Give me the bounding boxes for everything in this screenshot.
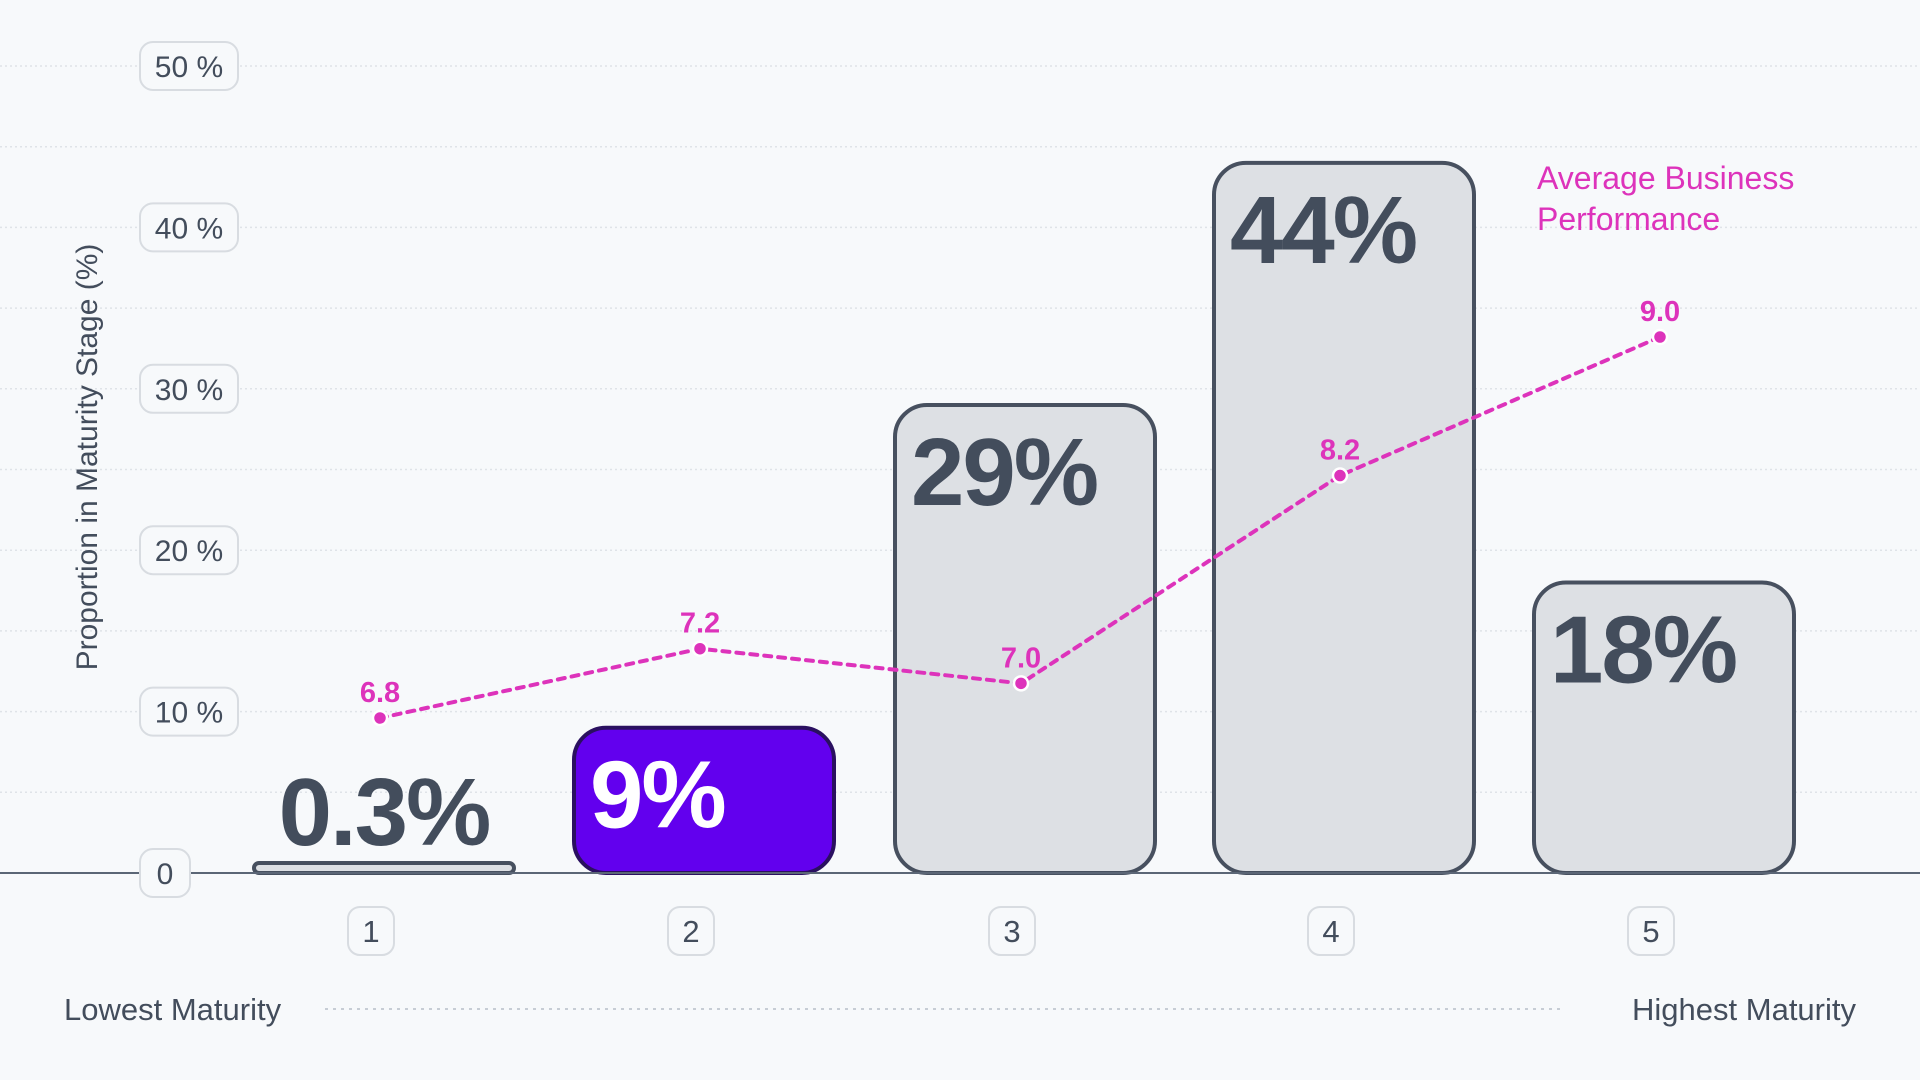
x-tick-pill — [988, 906, 1036, 956]
y-tick-pill — [139, 686, 239, 737]
x-tick-label: 5 — [1642, 914, 1659, 949]
performance-point — [371, 709, 389, 727]
bar-value-label: 18% — [1550, 596, 1736, 703]
performance-point — [1331, 467, 1349, 484]
bar-value-label: 44% — [1230, 177, 1416, 284]
performance-value-label: 8.2 — [1320, 435, 1360, 467]
x-tick-label: 1 — [362, 914, 379, 949]
x-tick-label: 4 — [1322, 914, 1339, 949]
series-label-line-2: Performance — [1537, 201, 1720, 237]
performance-value-label: 9.0 — [1640, 296, 1680, 328]
x-tick-pill — [667, 906, 715, 956]
y-tick-label: 20 % — [155, 535, 223, 568]
performance-line-series: 6.8 7.2 7.0 8.2 9.0 — [360, 296, 1680, 727]
series-label: Average Business Performance — [1537, 160, 1803, 237]
performance-value-label: 7.2 — [680, 608, 720, 640]
bar-value-label: 0.3% — [279, 759, 490, 866]
performance-point — [691, 640, 709, 657]
y-tick-label: 10 % — [155, 697, 223, 730]
series-label-line-1: Average Business — [1537, 160, 1794, 196]
y-tick-label: 50 % — [155, 51, 223, 84]
y-tick-pill — [139, 848, 191, 898]
x-tick-label: 2 — [682, 914, 699, 949]
y-tick-pill — [139, 525, 239, 576]
bars: 0.3% 9% 29% 44% 18% — [252, 160, 1796, 875]
x-tick-pill — [347, 906, 395, 956]
bar-value-label: 9% — [590, 742, 725, 849]
y-axis-title: Proportion in Maturity Stage (%) — [71, 244, 104, 671]
x-axis-label-lowest: Lowest Maturity — [64, 992, 282, 1027]
y-tick-pill — [139, 363, 239, 414]
x-tick-pill — [1627, 906, 1675, 956]
y-tick-label: 40 % — [155, 212, 223, 245]
axes: 0 10 % 20 % 30 % 40 % 50 % 1 2 3 4 5 — [0, 41, 1920, 956]
y-tick-label: 30 % — [155, 374, 223, 407]
performance-value-label: 6.8 — [360, 677, 400, 709]
x-tick-label: 3 — [1003, 914, 1020, 949]
bar-value-label: 29% — [911, 419, 1097, 526]
y-tick-label: 0 — [157, 858, 174, 891]
performance-point — [1651, 328, 1669, 346]
x-tick-pill — [1307, 906, 1355, 956]
x-axis-label-highest: Highest Maturity — [1632, 992, 1856, 1027]
y-tick-pill — [139, 202, 239, 253]
y-tick-pill — [139, 41, 239, 91]
performance-point — [1012, 675, 1030, 692]
performance-value-label: 7.0 — [1001, 642, 1041, 674]
